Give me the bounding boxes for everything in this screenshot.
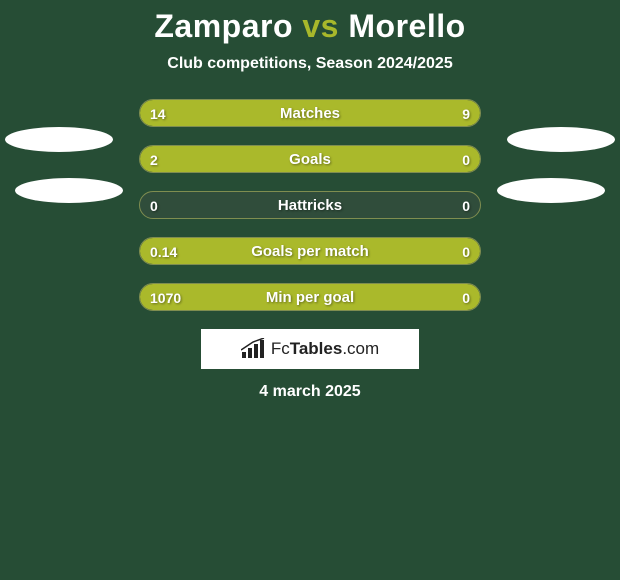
- subtitle: Club competitions, Season 2024/2025: [0, 55, 620, 73]
- logo-prefix: Fc: [271, 339, 290, 358]
- stat-label: Goals per match: [140, 238, 480, 265]
- stat-value-right: 0: [462, 284, 470, 311]
- stat-value-right: 0: [462, 146, 470, 173]
- stat-value-left: 0: [150, 192, 158, 219]
- stat-value-left: 0.14: [150, 238, 177, 265]
- comparison-title: Zamparo vs Morello: [0, 8, 620, 45]
- stat-label: Min per goal: [140, 284, 480, 311]
- stat-bar-track: Matches14 9: [139, 99, 481, 127]
- stat-value-right: 9: [462, 100, 470, 127]
- stat-label: Hattricks: [140, 192, 480, 219]
- logo-suffix: .com: [342, 339, 379, 358]
- stat-value-left: 1070: [150, 284, 181, 311]
- stat-value-right: 0: [462, 192, 470, 219]
- stat-bar-track: Goals per match0.14 0: [139, 237, 481, 265]
- logo-bold: Tables: [290, 339, 343, 358]
- stat-row: Goals per match0.14 0: [0, 237, 620, 265]
- stat-row: Min per goal1070 0: [0, 283, 620, 311]
- vs-separator: vs: [302, 8, 339, 44]
- stat-value-right: 0: [462, 238, 470, 265]
- stat-row: Matches14 9: [0, 99, 620, 127]
- stat-label: Matches: [140, 100, 480, 127]
- stat-row: Goals2 0: [0, 145, 620, 173]
- bar-chart-icon: [241, 338, 265, 360]
- stat-label: Goals: [140, 146, 480, 173]
- player2-name: Morello: [348, 8, 465, 44]
- stat-bar-track: Hattricks0 0: [139, 191, 481, 219]
- stat-bar-track: Goals2 0: [139, 145, 481, 173]
- player1-name: Zamparo: [154, 8, 293, 44]
- logo-text: FcTables.com: [271, 339, 379, 359]
- stat-value-left: 2: [150, 146, 158, 173]
- fctables-logo: FcTables.com: [201, 329, 419, 369]
- snapshot-date: 4 march 2025: [0, 383, 620, 401]
- stat-value-left: 14: [150, 100, 166, 127]
- stat-row: Hattricks0 0: [0, 191, 620, 219]
- stat-bar-track: Min per goal1070 0: [139, 283, 481, 311]
